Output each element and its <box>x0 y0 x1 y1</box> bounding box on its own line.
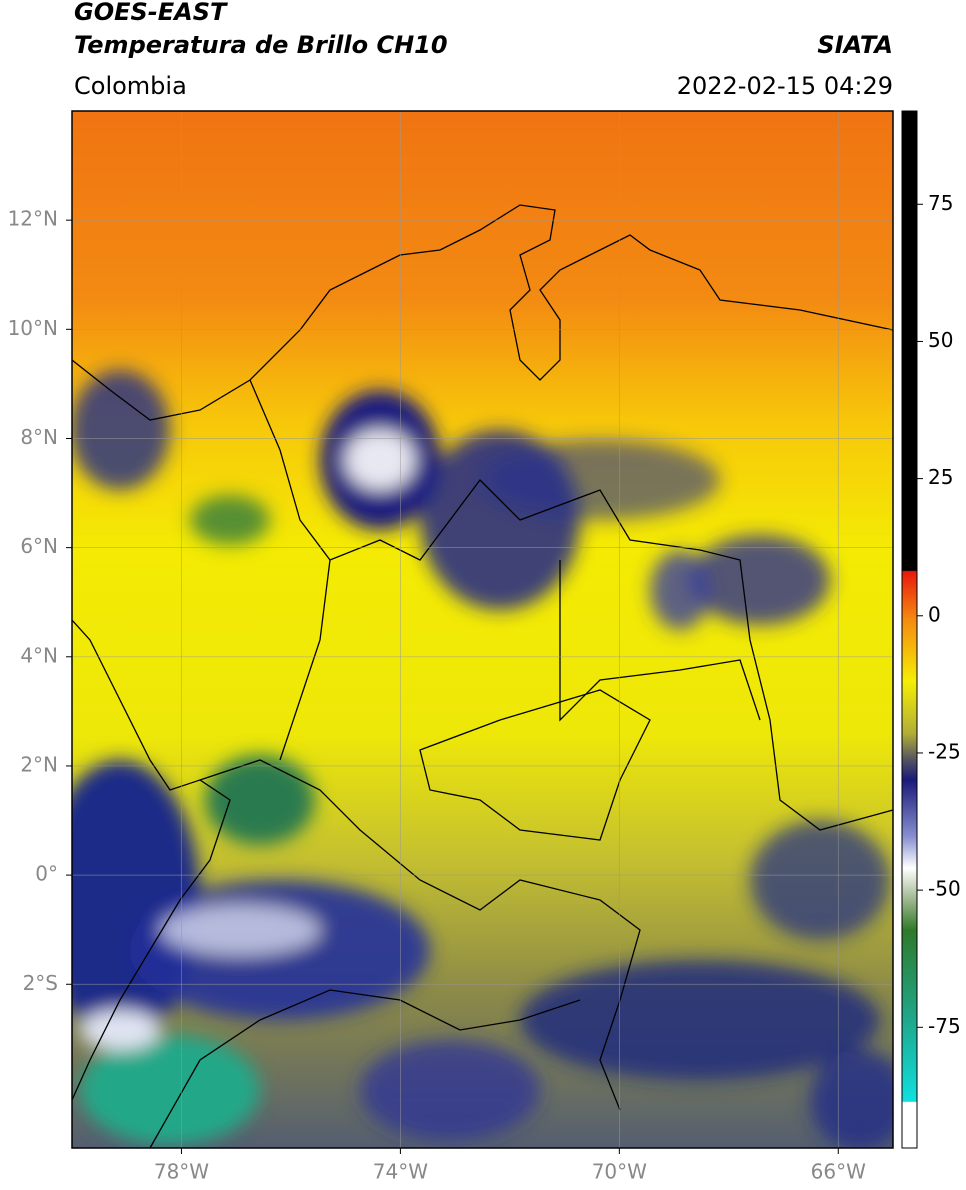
y-tick-label: 2°S <box>23 971 58 995</box>
colorbar-tick-label: 25 <box>928 465 953 489</box>
cloud-field <box>72 370 893 1148</box>
source: SIATA <box>817 31 893 59</box>
y-tick-label: 10°N <box>8 316 58 340</box>
map-frame <box>71 110 894 1149</box>
colorbar-tick-label: 75 <box>928 191 953 215</box>
subtitle: Temperatura de Brillo CH10 <box>74 31 448 59</box>
datetime: 2022-02-15 04:29 <box>677 72 893 100</box>
grid <box>72 111 893 1148</box>
ticks: 78°W 74°W 70°W 66°W 12°N 10°N 8°N 6°N 4°N 2°N 0° 2°… <box>8 191 961 1184</box>
colorbar <box>901 110 918 1149</box>
x-tick-label: 74°W <box>373 1160 428 1184</box>
y-tick-label: 2°N <box>20 752 58 776</box>
x-tick-label: 78°W <box>154 1160 209 1184</box>
colorbar-tick-label: 50 <box>928 328 953 352</box>
region: Colombia <box>74 72 187 100</box>
y-tick-label: 12°N <box>8 207 58 231</box>
satellite-image <box>72 111 893 1148</box>
y-tick-label: 8°N <box>20 425 58 449</box>
colorbar-tick-label: 0 <box>928 602 941 626</box>
y-tick-label: 0° <box>35 862 58 886</box>
coastlines-borders <box>72 204 893 1148</box>
x-tick-label: 66°W <box>811 1160 866 1184</box>
colorbar-tick-label: -75 <box>928 1014 961 1038</box>
x-tick-label: 70°W <box>592 1160 647 1184</box>
y-tick-label: 6°N <box>20 534 58 558</box>
y-tick-label: 4°N <box>20 643 58 667</box>
colorbar-tick-label: -50 <box>928 877 961 901</box>
title: GOES-EAST <box>74 0 228 26</box>
colorbar-tick-label: -25 <box>928 739 961 763</box>
